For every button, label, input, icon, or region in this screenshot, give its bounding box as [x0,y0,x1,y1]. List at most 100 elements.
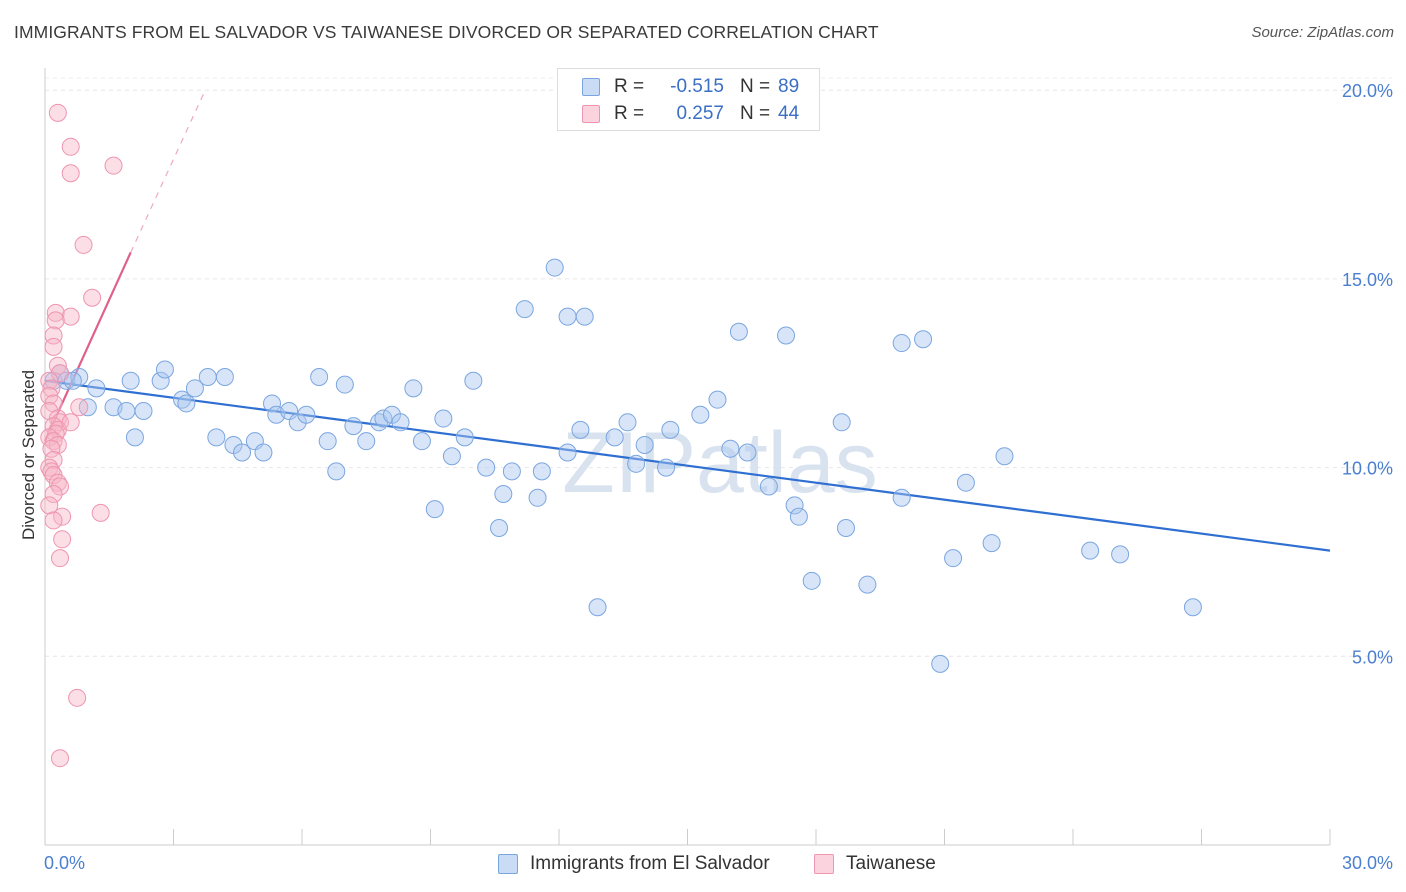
legend-row-taiwanese: R = 0.257 N = 44 [582,102,799,126]
point-el-salvador [558,307,577,326]
r-label: R = [614,103,645,124]
point-taiwanese [46,303,65,322]
point-el-salvador [254,443,273,462]
point-taiwanese [61,137,80,156]
point-el-salvador [434,409,453,428]
point-el-salvador [588,598,607,617]
point-el-salvador [691,405,710,424]
point-el-salvador [627,454,646,473]
point-taiwanese [44,511,63,530]
point-el-salvador [892,488,911,507]
point-el-salvador [455,428,474,447]
bottom-legend-el-salvador: Immigrants from El Salvador [498,852,770,876]
point-el-salvador [155,360,174,379]
point-el-salvador [528,488,547,507]
n-label: N = [740,103,771,124]
point-taiwanese [53,507,72,526]
point-el-salvador [185,379,204,398]
point-taiwanese [46,311,65,330]
point-el-salvador [515,300,534,319]
y-tick-label: 10.0% [1342,459,1393,479]
point-el-salvador [708,390,727,409]
point-el-salvador [502,462,521,481]
point-el-salvador [858,575,877,594]
point-taiwanese [68,688,87,707]
point-el-salvador [995,447,1014,466]
r-value: 0.257 [676,103,724,124]
legend-row-el-salvador: R = -0.515 N = 89 [582,75,799,99]
n-value: 89 [778,76,800,97]
point-taiwanese [40,371,59,390]
bottom-swatch-blue [498,854,518,874]
x-tick-label: 0.0% [44,853,85,873]
point-el-salvador [477,458,496,477]
tick-labels: 20.0% 15.0% 10.0% 5.0% 0.0% 30.0% [44,81,1393,873]
point-el-salvador [404,379,423,398]
n-value: 44 [778,103,800,124]
point-taiwanese [44,337,63,356]
point-el-salvador [87,379,106,398]
point-taiwanese [40,496,59,515]
point-el-salvador [344,417,363,436]
point-el-salvador [412,432,431,451]
point-el-salvador [125,428,144,447]
point-el-salvador [1183,598,1202,617]
point-taiwanese [42,439,61,458]
n-label: N = [740,76,771,97]
point-el-salvador [657,458,676,477]
point-taiwanese [50,749,69,768]
point-el-salvador [738,443,757,462]
source-label: Source: ZipAtlas.com [1251,24,1394,41]
grid-lines [45,77,1392,657]
trend-extension-taiwanese [130,93,205,253]
point-el-salvador [207,428,226,447]
correlation-legend: R = -0.515 N = 89 R = 0.257 N = 44 [557,68,820,131]
y-axis-label: Divorced or Separated [19,370,38,540]
point-el-salvador [134,401,153,420]
point-el-salvador [802,571,821,590]
legend-swatch-blue [582,78,600,96]
point-el-salvador [661,420,680,439]
point-el-salvador [177,394,196,413]
legend-swatch-pink [582,105,600,123]
point-el-salvador [1081,541,1100,560]
point-el-salvador [263,394,282,413]
point-el-salvador [836,518,855,537]
point-el-salvador [1111,545,1130,564]
point-el-salvador [335,375,354,394]
point-el-salvador [982,534,1001,553]
point-el-salvador [944,549,963,568]
chart-title: IMMIGRANTS FROM EL SALVADOR VS TAIWANESE… [14,22,879,42]
series-label: Immigrants from El Salvador [530,853,770,874]
point-el-salvador [494,485,513,504]
point-taiwanese [50,549,69,568]
point-taiwanese [48,103,67,122]
point-el-salvador [635,435,654,454]
point-taiwanese [91,503,110,522]
point-el-salvador [490,518,509,537]
y-tick-label: 5.0% [1352,647,1393,667]
point-taiwanese [50,477,69,496]
point-taiwanese [83,288,102,307]
point-el-salvador [914,330,933,349]
point-el-salvador [310,368,329,387]
point-taiwanese [61,413,80,432]
point-el-salvador [425,500,444,519]
point-el-salvador [931,654,950,673]
point-el-salvador [464,371,483,390]
point-el-salvador [297,405,316,424]
point-el-salvador [532,462,551,481]
point-el-salvador [117,401,136,420]
point-el-salvador [892,334,911,353]
point-el-salvador [198,368,217,387]
point-taiwanese [61,307,80,326]
point-taiwanese [61,164,80,183]
point-taiwanese [42,379,61,398]
bottom-legend-taiwanese: Taiwanese [814,852,936,876]
point-el-salvador [729,322,748,341]
point-el-salvador [558,443,577,462]
point-el-salvador [785,496,804,515]
point-el-salvador [832,413,851,432]
y-tick-label: 20.0% [1342,81,1393,101]
